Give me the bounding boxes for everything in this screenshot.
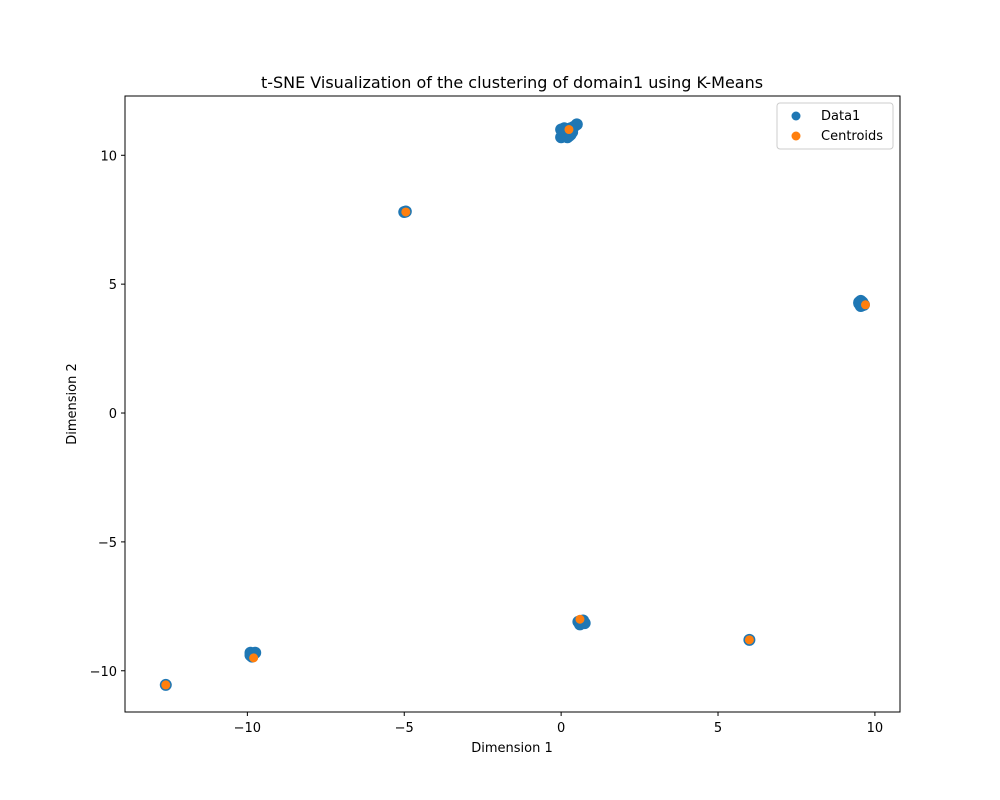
legend-marker-data1 xyxy=(791,111,801,121)
data-point-13 xyxy=(570,118,583,131)
x-tick-label: −5 xyxy=(395,721,414,736)
legend-label-centroids: Centroids xyxy=(821,129,883,144)
centroid-point-2 xyxy=(860,300,870,310)
centroid-point-3 xyxy=(249,653,259,663)
y-tick-label: −10 xyxy=(90,665,117,680)
centroid-point-0 xyxy=(564,125,574,135)
x-axis-ticks: −10 −5 0 5 10 xyxy=(234,712,884,736)
x-tick-label: 10 xyxy=(867,721,884,736)
y-tick-label: 10 xyxy=(100,149,117,164)
points-layer xyxy=(159,118,870,691)
y-tick-label: 5 xyxy=(109,278,117,293)
chart-title: t-SNE Visualization of the clustering of… xyxy=(261,73,763,92)
x-tick-label: 0 xyxy=(557,721,565,736)
centroid-point-4 xyxy=(575,614,585,624)
centroid-point-5 xyxy=(744,635,754,645)
x-tick-label: −10 xyxy=(234,721,261,736)
legend-box xyxy=(776,102,894,150)
centroid-point-1 xyxy=(401,207,411,217)
y-axis-label: Dimension 2 xyxy=(65,363,80,445)
legend: Data1 Centroids xyxy=(776,102,894,150)
x-tick-label: 5 xyxy=(714,721,722,736)
y-axis-ticks: −10 −5 0 5 10 xyxy=(90,149,125,680)
legend-label-data1: Data1 xyxy=(821,109,860,124)
centroid-point-6 xyxy=(161,680,171,690)
x-axis-label: Dimension 1 xyxy=(471,741,553,756)
legend-marker-centroids xyxy=(791,131,801,141)
y-tick-label: −5 xyxy=(98,536,117,551)
y-tick-label: 0 xyxy=(109,407,117,422)
plot-area-frame xyxy=(124,95,901,713)
